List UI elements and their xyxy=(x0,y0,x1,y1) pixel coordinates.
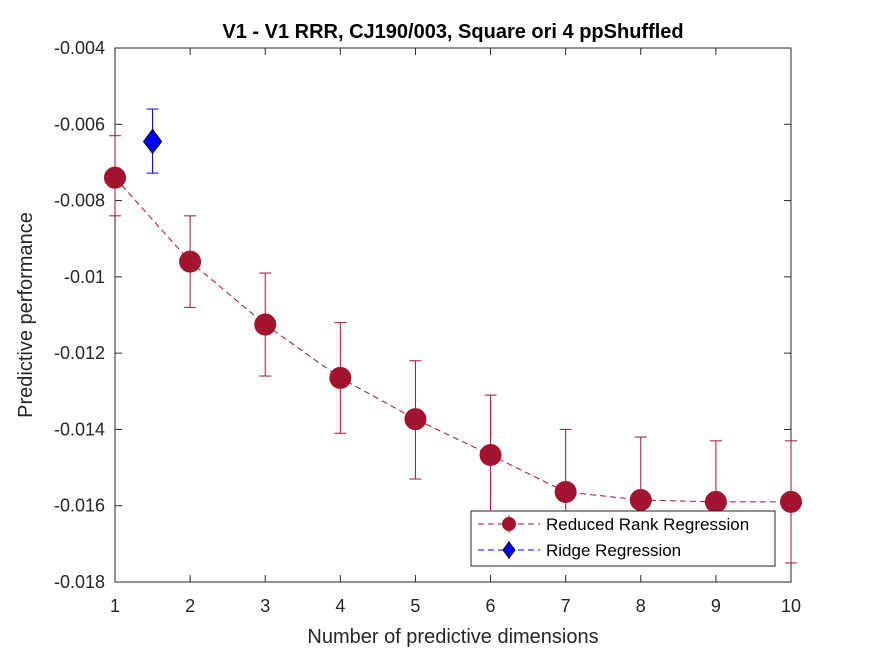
series-layer xyxy=(104,108,802,564)
x-tick-label: 3 xyxy=(260,596,270,616)
y-tick-label: -0.016 xyxy=(54,496,105,516)
series-reduced-rank-regression xyxy=(104,135,802,564)
data-point xyxy=(479,443,502,466)
x-tick-label: 7 xyxy=(561,596,571,616)
legend-entry: Ridge Regression xyxy=(478,541,681,560)
data-point xyxy=(179,250,202,273)
legend-marker xyxy=(502,541,516,559)
data-point xyxy=(704,490,727,513)
legend-label: Ridge Regression xyxy=(546,541,681,560)
y-tick-label: -0.018 xyxy=(54,572,105,592)
x-tick-label: 4 xyxy=(335,596,345,616)
y-axis-label: Predictive performance xyxy=(15,212,37,418)
data-point xyxy=(404,408,427,431)
plot-area xyxy=(114,47,792,583)
y-tick-label: -0.012 xyxy=(54,343,105,363)
x-tick-label: 10 xyxy=(781,596,801,616)
legend: Reduced Rank Regression Ridge Regression xyxy=(470,510,776,567)
series-ridge-regression xyxy=(142,108,163,174)
data-point xyxy=(329,366,352,389)
y-tick-label: -0.008 xyxy=(54,191,105,211)
x-tick-label: 1 xyxy=(110,596,120,616)
y-axis-ticks: -0.018 -0.016 -0.014 -0.012 -0.01 -0.008 -0.00… xyxy=(54,38,791,592)
x-tick-label: 6 xyxy=(486,596,496,616)
x-tick-label: 8 xyxy=(636,596,646,616)
data-point xyxy=(780,490,802,513)
x-axis-label: Number of predictive dimensions xyxy=(307,626,598,648)
legend-marker xyxy=(502,517,516,531)
series-line xyxy=(114,177,791,503)
data-point xyxy=(629,488,652,511)
x-tick-label: 5 xyxy=(410,596,420,616)
legend-box xyxy=(470,510,776,567)
chart-title: V1 - V1 RRR, CJ190/003, Square ori 4 ppS… xyxy=(222,21,683,43)
data-point xyxy=(254,313,277,336)
data-point xyxy=(142,128,163,155)
y-tick-label: -0.014 xyxy=(54,419,105,439)
legend-label: Reduced Rank Regression xyxy=(546,515,749,534)
x-axis-ticks: 1 2 3 4 5 6 7 8 9 10 xyxy=(110,48,801,616)
x-tick-label: 2 xyxy=(185,596,195,616)
y-tick-label: -0.004 xyxy=(54,38,105,58)
data-point xyxy=(554,480,577,503)
legend-entry: Reduced Rank Regression xyxy=(478,515,749,534)
x-tick-label: 9 xyxy=(711,596,721,616)
y-tick-label: -0.006 xyxy=(54,114,105,134)
y-tick-label: -0.01 xyxy=(64,267,105,287)
data-point xyxy=(104,166,126,189)
